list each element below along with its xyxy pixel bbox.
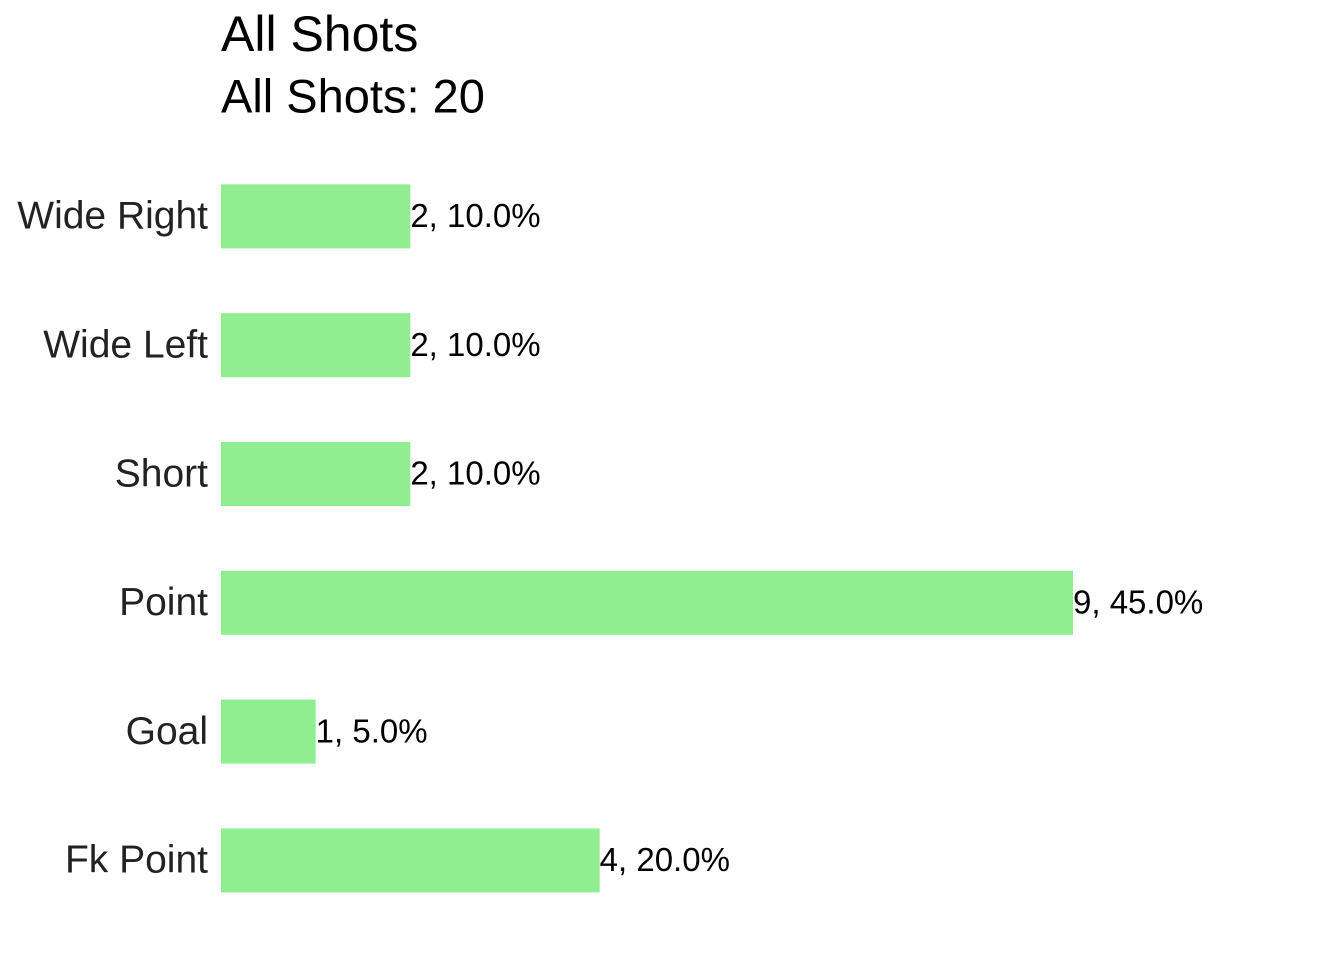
value-label: 2, 10.0% <box>410 455 540 492</box>
value-label: 1, 5.0% <box>316 712 428 749</box>
bar <box>221 570 1073 635</box>
chart-title: All Shots <box>221 6 418 62</box>
bar <box>221 184 411 249</box>
y-tick-label: Wide Right <box>17 195 208 238</box>
chart-subtitle: All Shots: 20 <box>221 69 485 122</box>
bar <box>221 313 411 378</box>
y-tick-label: Short <box>115 452 208 495</box>
y-tick-label: Point <box>119 581 208 624</box>
value-label: 2, 10.0% <box>410 197 540 234</box>
value-label: 2, 10.0% <box>410 326 540 363</box>
bar <box>221 442 411 506</box>
value-label: 4, 20.0% <box>600 841 730 878</box>
value-label: 9, 45.0% <box>1073 584 1203 621</box>
bar <box>221 699 316 764</box>
y-tick-label: Goal <box>126 710 208 753</box>
y-tick-label: Fk Point <box>65 839 208 882</box>
y-tick-label: Wide Left <box>43 323 208 366</box>
bar <box>221 828 600 893</box>
